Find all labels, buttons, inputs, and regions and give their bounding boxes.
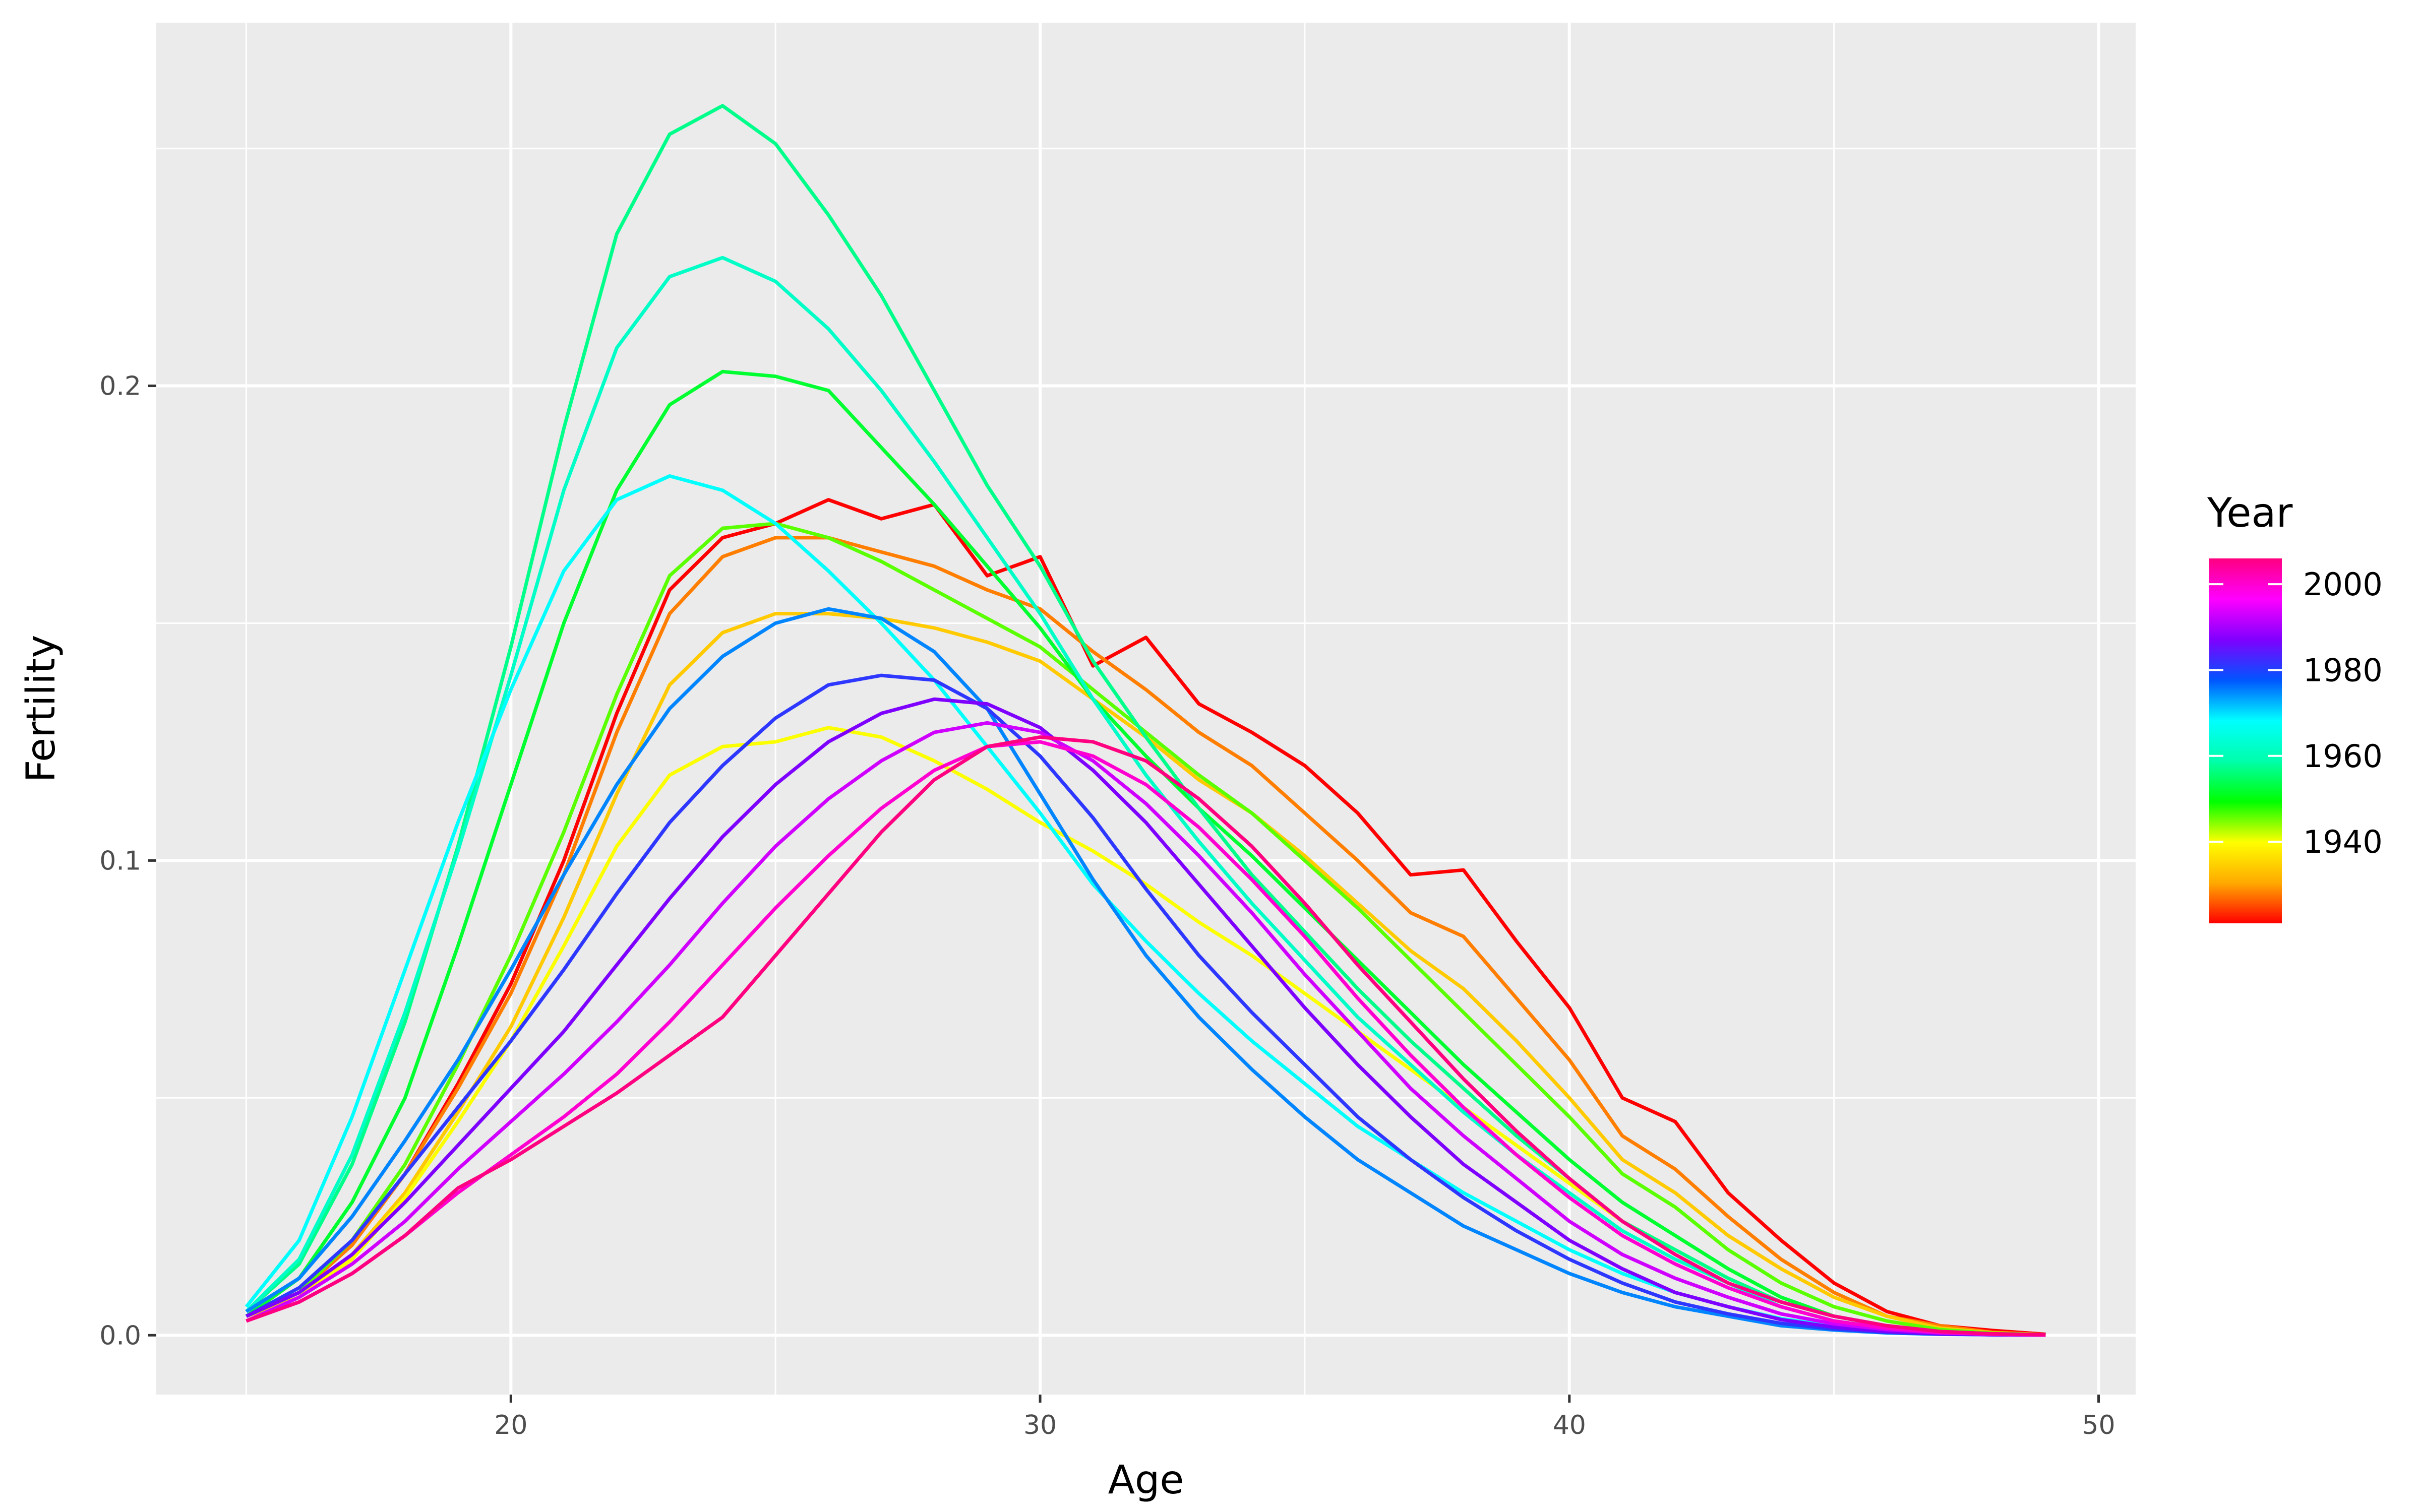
legend-colorbar — [2209, 558, 2282, 923]
legend-ticks: 1940 1960 1980 2000 — [2209, 566, 2383, 860]
x-tick-label: 20 — [494, 1410, 527, 1440]
series-line-1975 — [245, 607, 2046, 1337]
x-tick-label: 30 — [1023, 1410, 1057, 1440]
series-lines — [245, 104, 2046, 1337]
series-line-1981 — [245, 673, 2046, 1337]
series-line-1952 — [245, 369, 2046, 1337]
major-gridlines — [156, 23, 2136, 1395]
series-line-1946 — [246, 522, 2046, 1337]
series-line-2000 — [246, 740, 2046, 1337]
x-tick-label: 50 — [2082, 1410, 2115, 1440]
legend-tick-label: 1940 — [2303, 824, 2383, 860]
legend-tick-label: 1960 — [2303, 738, 2383, 775]
series-line-1957 — [245, 104, 2046, 1337]
series-line-1993 — [246, 721, 2046, 1337]
series-line-2006 — [246, 735, 2046, 1337]
plot-panel — [156, 23, 2136, 1395]
series-line-1921 — [246, 498, 2046, 1336]
y-tick-label: 0.1 — [99, 846, 141, 876]
series-line-1987 — [246, 697, 2046, 1337]
series-line-1928 — [246, 536, 2046, 1337]
legend-tick-label: 2000 — [2303, 566, 2383, 603]
y-tick-label: 0.0 — [99, 1320, 141, 1351]
x-tick-label: 40 — [1553, 1410, 1586, 1440]
y-axis: 0.0 0.1 0.2 — [99, 371, 156, 1351]
legend-tick-label: 1980 — [2303, 652, 2383, 688]
x-axis-title: Age — [1108, 1458, 1184, 1503]
legend: Year 1940 1960 1980 2000 — [2207, 489, 2383, 923]
minor-gridlines — [156, 23, 2136, 1395]
y-tick-label: 0.2 — [99, 371, 141, 402]
legend-title: Year — [2207, 489, 2292, 536]
y-axis-title: Fertility — [19, 635, 64, 783]
x-axis: 20 30 40 50 — [494, 1395, 2115, 1440]
